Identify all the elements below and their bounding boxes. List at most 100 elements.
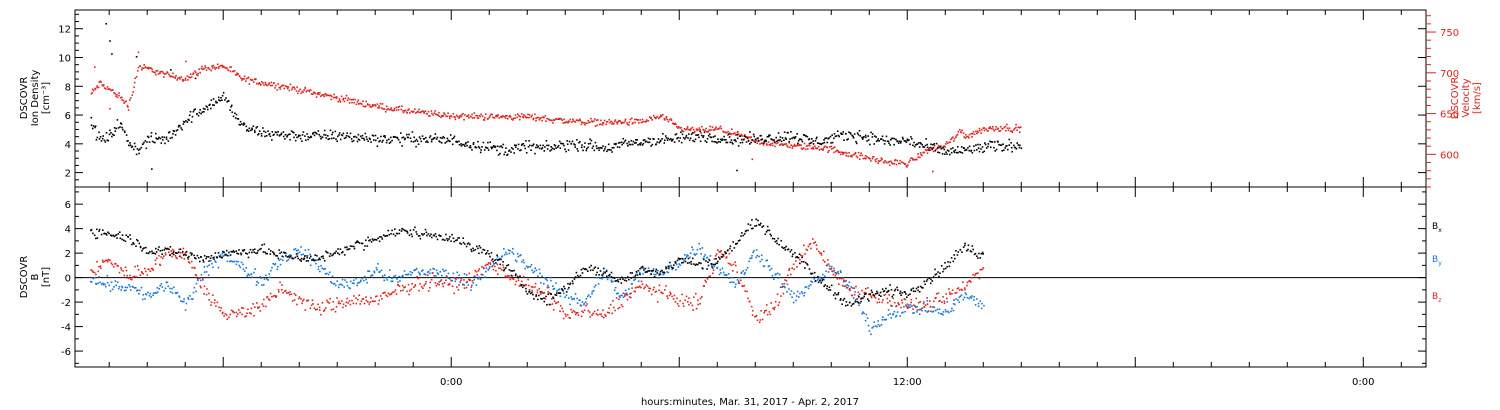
bz-point bbox=[593, 310, 596, 313]
velocity-point bbox=[501, 115, 503, 118]
by-point bbox=[945, 311, 947, 313]
velocity-point bbox=[241, 78, 244, 80]
velocity-point bbox=[418, 108, 420, 111]
bz-point bbox=[210, 301, 213, 304]
density-point bbox=[789, 138, 791, 140]
bz-point bbox=[565, 315, 567, 317]
by-point bbox=[548, 286, 550, 289]
bz-point bbox=[172, 250, 175, 252]
density-point bbox=[435, 138, 438, 140]
bz-point bbox=[580, 315, 583, 318]
density-point bbox=[579, 140, 581, 143]
bz-point bbox=[117, 265, 119, 267]
velocity-point bbox=[251, 79, 254, 81]
bz-point bbox=[641, 283, 644, 285]
by-point bbox=[92, 277, 94, 280]
bz-point bbox=[577, 314, 580, 316]
bx-point bbox=[145, 252, 148, 254]
velocity-point bbox=[1003, 126, 1006, 129]
velocity-point bbox=[371, 104, 374, 106]
velocity-point bbox=[683, 128, 686, 130]
density-point bbox=[834, 135, 837, 138]
velocity-point bbox=[322, 94, 324, 96]
velocity-point bbox=[269, 84, 272, 87]
velocity-point bbox=[456, 115, 459, 118]
by-point bbox=[612, 280, 614, 283]
by-point bbox=[751, 255, 753, 257]
density-point bbox=[566, 140, 568, 142]
velocity-point bbox=[576, 119, 579, 122]
density-point bbox=[94, 126, 96, 129]
by-point bbox=[451, 279, 453, 282]
bz-point bbox=[362, 298, 365, 300]
by-point bbox=[625, 292, 628, 294]
velocity-point bbox=[675, 123, 677, 125]
velocity-point bbox=[310, 89, 312, 91]
density-point bbox=[660, 139, 662, 142]
bz-point bbox=[306, 299, 308, 302]
density-point bbox=[321, 136, 324, 138]
velocity-point bbox=[700, 132, 702, 134]
by-point bbox=[944, 309, 947, 311]
bx-point bbox=[521, 284, 523, 286]
bx-point bbox=[824, 284, 826, 286]
bx-point bbox=[850, 305, 853, 307]
velocity-point bbox=[298, 90, 300, 92]
bx-point bbox=[292, 257, 295, 260]
density-point bbox=[447, 139, 449, 142]
bx-point bbox=[835, 293, 838, 296]
bz-point bbox=[562, 317, 565, 320]
velocity-point bbox=[586, 122, 588, 124]
bz-point bbox=[216, 301, 219, 304]
bz-point bbox=[414, 284, 417, 286]
bz-point bbox=[462, 283, 464, 286]
velocity-point bbox=[902, 162, 905, 164]
velocity-point bbox=[626, 122, 628, 124]
bz-point bbox=[383, 291, 385, 294]
bz-point bbox=[658, 289, 660, 292]
density-point bbox=[596, 147, 598, 150]
bz-point bbox=[326, 299, 328, 302]
bz-point bbox=[342, 306, 344, 309]
velocity-tick-label: 600 bbox=[1440, 150, 1459, 161]
velocity-point bbox=[871, 157, 874, 160]
velocity-point bbox=[659, 116, 662, 118]
density-point bbox=[754, 141, 757, 143]
bz-point bbox=[111, 263, 114, 266]
density-point bbox=[460, 143, 462, 145]
velocity-point bbox=[727, 134, 729, 136]
density-point bbox=[568, 140, 571, 143]
density-point bbox=[853, 133, 856, 135]
velocity-point bbox=[791, 147, 794, 149]
by-point bbox=[363, 279, 365, 282]
bx-point bbox=[168, 248, 170, 251]
bz-point bbox=[867, 293, 870, 295]
bx-point bbox=[981, 251, 984, 254]
density-point bbox=[372, 135, 375, 137]
by-point bbox=[511, 251, 513, 254]
by-point bbox=[563, 292, 565, 295]
density-point bbox=[578, 141, 580, 144]
bz-point bbox=[517, 279, 520, 282]
velocity-point bbox=[170, 75, 173, 78]
velocity-point bbox=[401, 105, 403, 107]
velocity-point bbox=[955, 134, 958, 137]
by-point bbox=[868, 330, 871, 332]
density-point bbox=[403, 138, 406, 141]
density-point bbox=[797, 140, 800, 142]
velocity-point bbox=[993, 130, 996, 132]
velocity-point bbox=[635, 118, 638, 121]
density-point bbox=[769, 134, 771, 137]
bz-point bbox=[327, 301, 329, 303]
density-point bbox=[356, 140, 359, 143]
bx-point bbox=[319, 258, 321, 261]
density-point bbox=[137, 149, 140, 151]
density-point bbox=[653, 138, 655, 140]
bx-point bbox=[381, 238, 384, 240]
bx-point bbox=[785, 245, 787, 248]
bx-point bbox=[614, 280, 617, 282]
velocity-point bbox=[965, 136, 968, 138]
density-point bbox=[952, 147, 954, 149]
velocity-point bbox=[100, 81, 102, 83]
bz-point bbox=[809, 242, 812, 245]
